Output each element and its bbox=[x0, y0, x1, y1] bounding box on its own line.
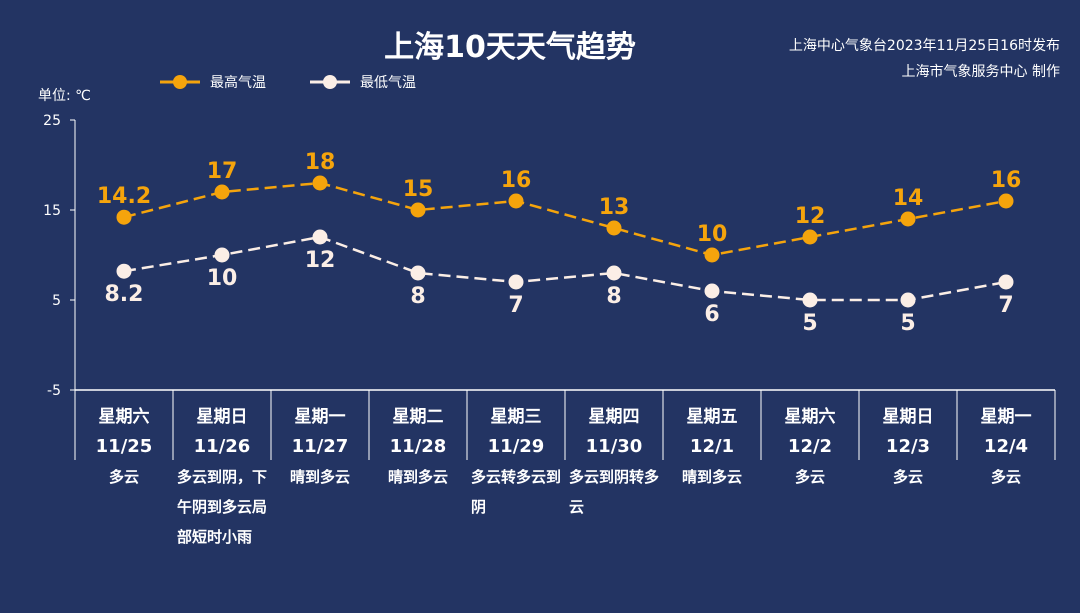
date-label: 12/1 bbox=[690, 436, 734, 457]
high-temp-point bbox=[998, 193, 1014, 209]
low-temp-point bbox=[900, 292, 916, 308]
low-temp-label: 8.2 bbox=[105, 282, 144, 307]
high-temp-label: 13 bbox=[599, 195, 630, 220]
low-temp-point bbox=[410, 265, 426, 281]
weather-description: 多云到阴转多云 bbox=[569, 468, 660, 516]
low-temp-point bbox=[998, 274, 1014, 290]
low-temp-label: 6 bbox=[704, 302, 719, 327]
weather-description: 多云转多云到阴 bbox=[471, 468, 562, 516]
legend-low[interactable]: 最低气温 bbox=[310, 72, 416, 92]
date-label: 11/28 bbox=[390, 436, 447, 457]
high-temp-point bbox=[900, 211, 916, 227]
date-label: 11/26 bbox=[194, 436, 251, 457]
low-temp-point bbox=[116, 263, 132, 279]
legend-high[interactable]: 最高气温 bbox=[160, 72, 266, 92]
low-temp-point bbox=[214, 247, 230, 263]
high-temp-label: 16 bbox=[501, 168, 532, 193]
high-temp-point bbox=[410, 202, 426, 218]
weather-description: 多云 bbox=[794, 468, 825, 486]
source-line-2: 上海市气象服务中心 制作 bbox=[901, 64, 1060, 80]
weekday-label: 星期四 bbox=[589, 407, 640, 427]
weekday-label: 星期五 bbox=[687, 407, 738, 427]
low-temp-point bbox=[802, 292, 818, 308]
low-temp-point bbox=[704, 283, 720, 299]
high-temp-label: 10 bbox=[697, 222, 728, 247]
weekday-label: 星期三 bbox=[491, 407, 542, 427]
high-temp-label: 14.2 bbox=[97, 184, 151, 209]
low-temp-point bbox=[312, 229, 328, 245]
high-temp-line bbox=[123, 181, 1007, 257]
high-temp-label: 17 bbox=[207, 159, 238, 184]
legend-low-label: 最低气温 bbox=[360, 75, 416, 91]
low-temp-point bbox=[508, 274, 524, 290]
weekday-label: 星期六 bbox=[99, 406, 150, 427]
high-temp-label: 18 bbox=[305, 150, 336, 175]
legend-high-label: 最高气温 bbox=[210, 75, 266, 91]
weather-description: 多云 bbox=[892, 468, 923, 486]
low-temp-label: 7 bbox=[508, 293, 523, 318]
weekday-label: 星期一 bbox=[295, 407, 346, 427]
high-temp-label: 15 bbox=[403, 177, 434, 202]
date-label: 12/4 bbox=[984, 436, 1028, 457]
weekday-label: 星期一 bbox=[981, 407, 1032, 427]
y-tick-label: 5 bbox=[52, 293, 61, 309]
date-label: 11/25 bbox=[96, 436, 153, 457]
low-temp-label: 8 bbox=[410, 284, 425, 309]
date-label: 11/29 bbox=[488, 436, 545, 457]
y-tick-label: 25 bbox=[43, 113, 61, 129]
high-temp-label: 16 bbox=[991, 168, 1022, 193]
high-temp-point bbox=[704, 247, 720, 263]
legend-high-marker-icon bbox=[160, 75, 200, 89]
high-temp-point bbox=[312, 175, 328, 191]
weather-description: 晴到多云 bbox=[289, 468, 350, 486]
date-label: 11/30 bbox=[586, 436, 643, 457]
low-temp-label: 7 bbox=[998, 293, 1013, 318]
low-temp-label: 10 bbox=[207, 266, 238, 291]
low-temp-line bbox=[123, 235, 1007, 302]
low-temp-label: 5 bbox=[900, 311, 915, 336]
y-tick-label: 15 bbox=[43, 203, 61, 219]
weekday-label: 星期六 bbox=[785, 406, 836, 427]
date-label: 12/2 bbox=[788, 436, 832, 457]
low-temp-label: 5 bbox=[802, 311, 817, 336]
low-temp-label: 8 bbox=[606, 284, 621, 309]
weather-description: 多云到阴，下午阴到多云局部短时小雨 bbox=[177, 468, 268, 546]
date-label: 11/27 bbox=[292, 436, 349, 457]
weather-description: 晴到多云 bbox=[387, 468, 448, 486]
weekday-label: 星期日 bbox=[883, 407, 934, 427]
weather-description: 多云 bbox=[990, 468, 1021, 486]
chart-title: 上海10天天气趋势 bbox=[384, 30, 636, 65]
weather-description: 多云 bbox=[108, 468, 139, 486]
low-temp-point bbox=[606, 265, 622, 281]
high-temp-point bbox=[116, 209, 132, 225]
legend-low-marker-icon bbox=[310, 75, 350, 89]
high-temp-point bbox=[802, 229, 818, 245]
low-temp-label: 12 bbox=[305, 248, 336, 273]
high-temp-point bbox=[508, 193, 524, 209]
date-label: 12/3 bbox=[886, 436, 930, 457]
high-temp-point bbox=[606, 220, 622, 236]
y-axis-unit: 单位: ℃ bbox=[38, 88, 91, 104]
y-tick-label: -5 bbox=[47, 383, 61, 399]
high-temp-label: 12 bbox=[795, 204, 826, 229]
source-line-1: 上海中心气象台2023年11月25日16时发布 bbox=[788, 38, 1060, 54]
weekday-label: 星期二 bbox=[393, 407, 444, 427]
high-temp-point bbox=[214, 184, 230, 200]
high-temp-label: 14 bbox=[893, 186, 924, 211]
weather-description: 晴到多云 bbox=[681, 468, 742, 486]
weekday-label: 星期日 bbox=[197, 407, 248, 427]
